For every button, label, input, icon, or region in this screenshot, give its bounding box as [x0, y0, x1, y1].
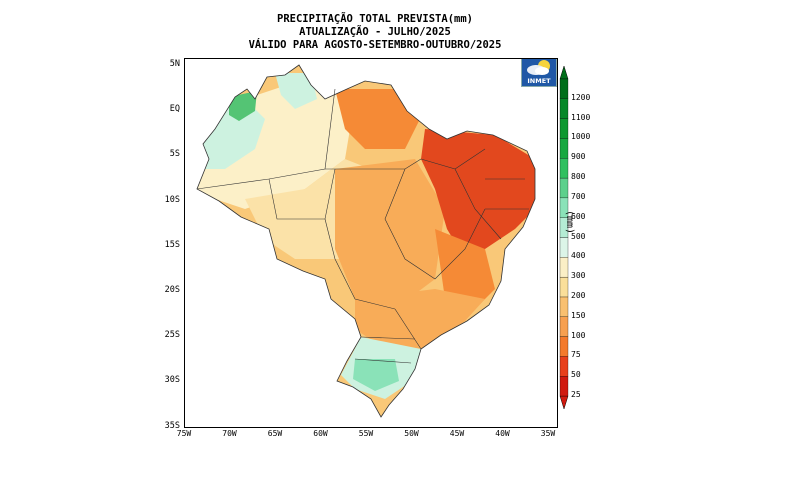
lon-label: 40W — [495, 429, 510, 438]
colorbar-arrow-low — [559, 395, 569, 410]
colorbar-segment — [559, 296, 569, 317]
state-borders — [196, 88, 529, 364]
map-subtitle-validity: VÁLIDO PARA AGOSTO-SETEMBRO-OUTUBRO/2025 — [248, 39, 502, 51]
inmet-logo: INMET — [521, 59, 557, 87]
lon-label: 75W — [176, 429, 192, 438]
colorbar-label: 1000 — [571, 132, 591, 142]
colorbar-label: 25 — [571, 390, 581, 399]
colorbar-label: 400 — [571, 251, 586, 261]
map-title: PRECIPITAÇÃO TOTAL PREVISTA(mm) — [277, 13, 473, 25]
colorbar-label: 1100 — [571, 112, 591, 122]
colorbar-label: 500 — [571, 231, 586, 241]
colorbar-segment — [559, 98, 569, 119]
lat-label: 10S — [164, 194, 180, 205]
inmet-logo-text: INMET — [527, 77, 551, 85]
colorbar-label: 300 — [571, 271, 586, 281]
colorbar-label: 200 — [571, 290, 586, 300]
colorbar-segment — [559, 356, 569, 377]
colorbar-label: 800 — [571, 172, 586, 182]
colorbar-segment — [559, 316, 569, 337]
brazil-outline — [196, 64, 536, 418]
colorbar-label: 150 — [571, 310, 586, 320]
colorbar-label: 50 — [571, 370, 581, 380]
lon-label: 55W — [358, 429, 374, 438]
colorbar-unit: (mm) — [564, 210, 575, 235]
southeast-moderate-zone — [355, 289, 485, 349]
lon-label: 65W — [267, 429, 283, 438]
colorbar — [559, 65, 569, 410]
amazon-green-zone — [229, 91, 257, 121]
colorbar-segment — [559, 276, 569, 298]
colorbar-label: 1200 — [571, 92, 591, 102]
colorbar-segment — [559, 376, 569, 397]
lat-label: 35S — [164, 420, 180, 431]
map-frame: INMET — [184, 58, 558, 428]
colorbar-segment — [559, 237, 569, 258]
colorbar-label: 700 — [571, 191, 586, 201]
south-green-zone — [353, 359, 399, 391]
colorbar-label: 600 — [571, 211, 586, 221]
lon-label: 45W — [449, 429, 465, 438]
north-coast-dry-zone — [335, 89, 420, 149]
northeast-dry-halo — [435, 229, 495, 309]
precipitation-map — [196, 64, 536, 418]
colorbar-segment — [559, 118, 569, 139]
lat-label: 25S — [164, 330, 180, 341]
central-moderate-zone — [335, 159, 445, 309]
colorbar-segment — [559, 78, 569, 99]
lat-label: 5S — [169, 149, 180, 160]
lat-label: 30S — [164, 375, 180, 386]
lon-label: 50W — [404, 429, 419, 438]
colorbar-segment — [559, 138, 569, 159]
lat-label: 15S — [164, 239, 180, 250]
roraima-cyan-zone — [275, 73, 317, 109]
colorbar-label: 100 — [571, 330, 586, 340]
colorbar-label: 900 — [571, 152, 586, 162]
lat-label: 5N — [169, 59, 180, 69]
cloud-sun-icon — [527, 60, 550, 75]
lon-label: 35W — [540, 429, 556, 438]
northeast-very-dry-zone — [421, 129, 535, 259]
map-subtitle-update: ATUALIZAÇÃO - JULHO/2025 — [299, 26, 451, 38]
colorbar-label: 75 — [571, 350, 581, 360]
lat-label: 20S — [164, 285, 180, 295]
lon-label: 60W — [313, 429, 328, 438]
colorbar-segment — [559, 257, 569, 278]
colorbar-arrow-high — [559, 65, 569, 80]
colorbar-segment — [559, 336, 569, 357]
colorbar-segment — [559, 158, 569, 179]
lon-label: 70W — [222, 429, 237, 438]
lat-label: EQ — [169, 104, 180, 115]
colorbar-segment — [559, 177, 569, 199]
